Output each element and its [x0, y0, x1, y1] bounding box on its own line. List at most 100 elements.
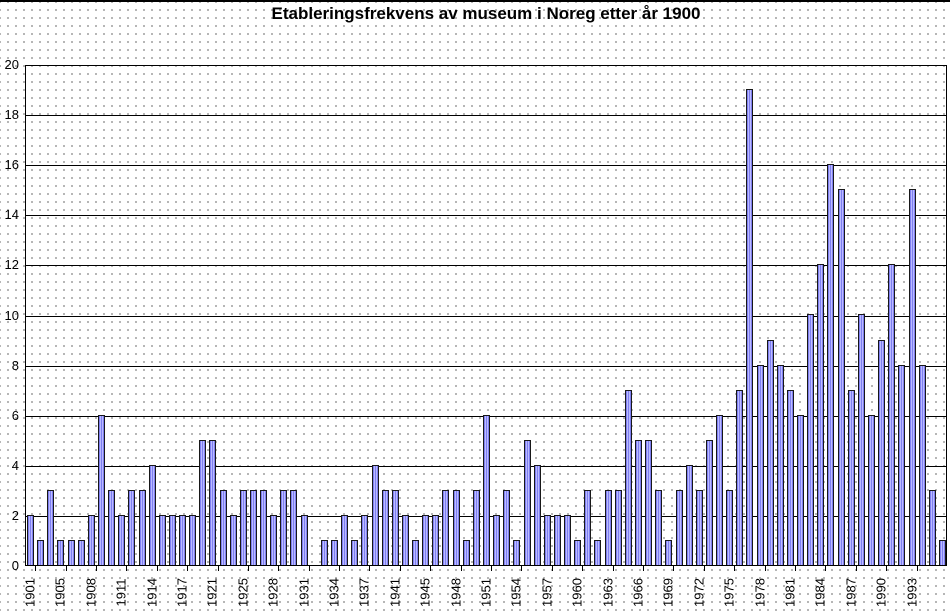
- bar: [220, 490, 227, 565]
- bar: [442, 490, 449, 565]
- x-axis-tick: [218, 566, 219, 571]
- x-axis-label: 1905: [52, 578, 68, 607]
- bar: [240, 490, 247, 565]
- bar: [432, 515, 439, 565]
- bar: [787, 390, 794, 565]
- x-axis-label: 1990: [873, 578, 889, 607]
- bar: [503, 490, 510, 565]
- bar: [98, 415, 105, 565]
- bar: [746, 89, 753, 565]
- gridline-y-18: [26, 115, 946, 116]
- x-axis-tick: [66, 566, 67, 571]
- x-axis-tick: [369, 566, 370, 571]
- bar: [361, 515, 368, 565]
- x-axis-tick: [765, 566, 766, 571]
- x-axis-tick: [825, 566, 826, 571]
- bar: [726, 490, 733, 565]
- bar: [412, 540, 419, 565]
- x-axis-tick: [795, 566, 796, 571]
- x-axis-label: 1941: [387, 578, 403, 607]
- x-axis-tick: [278, 566, 279, 571]
- x-axis-tick: [613, 566, 614, 571]
- x-axis-label: 1937: [356, 578, 372, 607]
- y-axis-label: 14: [4, 207, 19, 223]
- gridline-y-16: [26, 165, 946, 166]
- bar: [584, 490, 591, 565]
- bar: [635, 440, 642, 565]
- x-axis-tick: [187, 566, 188, 571]
- y-axis-label: 8: [11, 357, 19, 373]
- bar: [68, 540, 75, 565]
- bar: [392, 490, 399, 565]
- bar: [929, 490, 936, 565]
- bar: [898, 365, 905, 565]
- gridline-y-12: [26, 265, 946, 266]
- bar: [615, 490, 622, 565]
- y-axis-label: 2: [11, 507, 19, 523]
- bar: [696, 490, 703, 565]
- x-axis-label: 1975: [721, 578, 737, 607]
- x-axis-label: 1931: [296, 578, 312, 607]
- x-axis-tick: [309, 566, 310, 571]
- bar: [483, 415, 490, 565]
- x-axis-tick: [430, 566, 431, 571]
- x-axis-tick: [643, 566, 644, 571]
- bar: [888, 264, 895, 565]
- bar: [594, 540, 601, 565]
- bar: [554, 515, 561, 565]
- bar: [453, 490, 460, 565]
- x-axis-label: 1951: [478, 578, 494, 607]
- x-axis-label: 1914: [144, 578, 160, 607]
- gridline-y-10: [26, 316, 946, 317]
- bar: [37, 540, 44, 565]
- bar: [716, 415, 723, 565]
- x-axis-tick: [673, 566, 674, 571]
- x-axis-label: 1908: [83, 578, 99, 607]
- bar: [706, 440, 713, 565]
- bar: [139, 490, 146, 565]
- x-axis-tick: [126, 566, 127, 571]
- bar: [159, 515, 166, 565]
- x-axis-tick: [96, 566, 97, 571]
- bar: [270, 515, 277, 565]
- bar: [108, 490, 115, 565]
- bar: [169, 515, 176, 565]
- bar: [260, 490, 267, 565]
- bar: [817, 264, 824, 565]
- x-axis-label: 1925: [235, 578, 251, 607]
- bar: [827, 164, 834, 565]
- bar: [919, 365, 926, 565]
- bar: [574, 540, 581, 565]
- bar: [118, 515, 125, 565]
- bar: [686, 465, 693, 565]
- x-axis-label: 1966: [630, 578, 646, 607]
- y-axis-label: 6: [11, 407, 19, 423]
- bar: [341, 515, 348, 565]
- bar: [868, 415, 875, 565]
- bar: [605, 490, 612, 565]
- bar: [351, 540, 358, 565]
- bar: [513, 540, 520, 565]
- bar: [534, 465, 541, 565]
- y-axis-label: 16: [4, 157, 19, 173]
- x-axis-tick: [521, 566, 522, 571]
- x-axis-label: 1993: [904, 578, 920, 607]
- y-axis-label: 4: [11, 457, 19, 473]
- bar: [838, 189, 845, 565]
- x-axis-label: 1984: [812, 578, 828, 607]
- y-axis-label: 20: [4, 57, 19, 72]
- bar: [544, 515, 551, 565]
- bar: [301, 515, 308, 565]
- bar: [878, 340, 885, 565]
- plot-area: [25, 65, 947, 566]
- bar: [777, 365, 784, 565]
- y-axis-label: 0: [11, 558, 19, 573]
- bar: [47, 490, 54, 565]
- bar: [189, 515, 196, 565]
- x-axis-tick: [491, 566, 492, 571]
- x-axis-tick: [856, 566, 857, 571]
- x-axis-label: 1957: [539, 578, 555, 607]
- bar: [128, 490, 135, 565]
- bar: [372, 465, 379, 565]
